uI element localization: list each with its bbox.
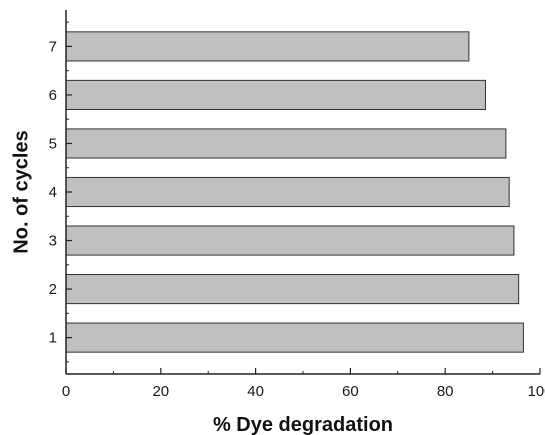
bar-cycle-5 <box>65 128 507 159</box>
bar-cycle-3 <box>65 225 515 256</box>
bar-cycle-4 <box>65 176 510 208</box>
axes-group: 0 20 40 60 80 100 1 2 3 4 5 6 7 <box>49 10 545 400</box>
y-tick-label: 2 <box>49 281 57 298</box>
y-tick-label: 1 <box>49 330 57 347</box>
bars-group <box>65 31 524 353</box>
bar-cycle-7 <box>65 31 470 62</box>
x-tick-label: 40 <box>247 383 264 400</box>
x-tick-label: 60 <box>342 383 359 400</box>
y-tick-label: 3 <box>49 233 57 250</box>
bar-cycle-1 <box>65 322 524 353</box>
y-tick-label: 5 <box>49 135 57 152</box>
y-tick-label: 6 <box>49 87 57 104</box>
y-tick-label: 4 <box>49 184 57 201</box>
x-axis-title: % Dye degradation <box>213 414 393 435</box>
y-tick-label: 7 <box>49 38 57 55</box>
bar-cycle-6 <box>65 79 486 110</box>
x-tick-label: 20 <box>152 383 169 400</box>
x-tick-label: 0 <box>62 383 70 400</box>
y-axis-title: No. of cycles <box>10 130 32 253</box>
x-tick-label: 100 <box>527 383 545 400</box>
bar-cycle-2 <box>65 274 520 305</box>
x-tick-label: 80 <box>437 383 454 400</box>
